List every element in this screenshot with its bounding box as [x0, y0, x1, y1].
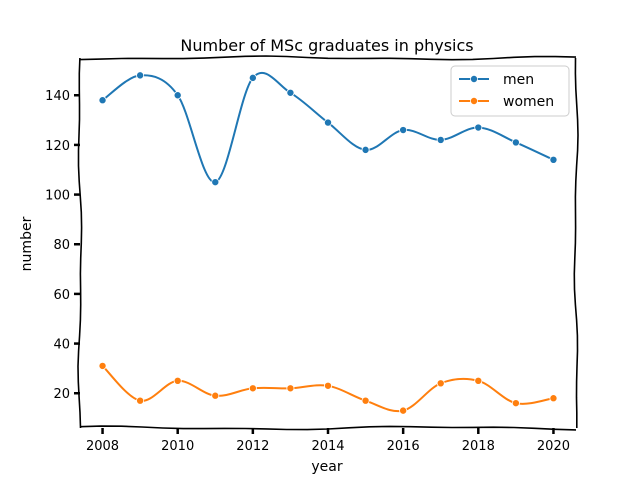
y-axis: 20 40 60 80 100 120 140: [45, 89, 80, 402]
x-axis-label: year: [311, 459, 342, 475]
chart-title: Number of MSc graduates in physics: [180, 36, 473, 55]
data-point-women: [136, 396, 145, 405]
y-tick-label: 100: [45, 189, 70, 204]
y-tick-label: 140: [45, 89, 70, 104]
plot-border-top: [79, 55, 577, 61]
data-point-women: [436, 379, 445, 388]
data-point-men: [173, 91, 182, 100]
y-tick-label: 60: [53, 288, 70, 303]
y-tick-label: 40: [53, 338, 70, 353]
data-point-women: [549, 394, 558, 403]
data-point-men: [361, 145, 370, 154]
plot-border-right: [573, 57, 579, 428]
data-point-women: [399, 406, 408, 415]
y-tick-label: 20: [53, 387, 70, 402]
legend-label-women: women: [503, 94, 554, 110]
x-tick-label: 2016: [387, 439, 420, 454]
legend-marker-men: [469, 75, 478, 84]
x-tick-label: 2018: [462, 439, 495, 454]
x-tick-label: 2010: [161, 439, 194, 454]
data-point-men: [511, 138, 520, 147]
legend-label-men: men: [503, 72, 534, 88]
x-tick-label: 2020: [537, 439, 570, 454]
data-point-women: [511, 399, 520, 408]
data-point-men: [549, 155, 558, 164]
legend-marker-women: [469, 97, 478, 106]
data-point-women: [248, 384, 257, 393]
y-tick-label: 120: [45, 139, 70, 154]
x-tick-label: 2012: [236, 439, 269, 454]
series-layer: [98, 71, 558, 415]
data-point-men: [323, 118, 332, 127]
data-point-women: [474, 376, 483, 385]
x-tick-label: 2014: [311, 439, 344, 454]
data-point-women: [173, 376, 182, 385]
data-point-women: [98, 361, 107, 370]
data-point-women: [286, 384, 295, 393]
data-point-men: [136, 71, 145, 80]
data-point-men: [474, 123, 483, 132]
data-point-men: [399, 126, 408, 135]
data-point-men: [98, 96, 107, 105]
data-point-women: [323, 381, 332, 390]
y-axis-label: number: [19, 216, 35, 271]
data-point-women: [211, 391, 220, 400]
x-tick-label: 2008: [86, 439, 119, 454]
data-point-men: [248, 73, 257, 82]
data-point-women: [361, 396, 370, 405]
x-axis: 2008 2010 2012 2014 2016 2018 2020: [86, 428, 570, 454]
plot-border-left: [77, 57, 83, 429]
data-point-men: [436, 135, 445, 144]
data-point-men: [211, 178, 220, 187]
legend: men women: [450, 65, 570, 117]
y-tick-label: 80: [53, 238, 70, 253]
data-point-men: [286, 88, 295, 97]
